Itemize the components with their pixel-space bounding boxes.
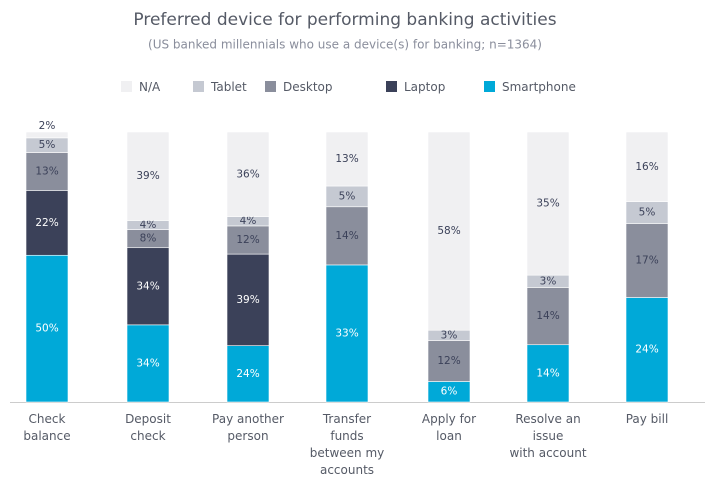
- bar-segment: [625, 223, 669, 298]
- data-label: 17%: [635, 254, 658, 266]
- x-tick-label: Pay another person: [212, 412, 284, 443]
- data-label: 39%: [236, 294, 259, 306]
- data-label: 5%: [639, 207, 656, 219]
- data-label: 36%: [236, 168, 259, 180]
- data-label: 34%: [136, 357, 159, 369]
- bar-segment: [226, 253, 270, 346]
- data-label: 12%: [437, 355, 460, 367]
- x-tick-label: Apply for loan: [421, 412, 477, 443]
- bar-segment: [526, 344, 570, 403]
- legend-swatch: [265, 81, 276, 92]
- bar-segment: [325, 264, 369, 403]
- data-label: 5%: [39, 139, 56, 151]
- x-tick-label: Transfer funds between my accounts: [309, 412, 385, 477]
- data-label: 2%: [39, 120, 56, 132]
- bar-segment: [126, 131, 170, 221]
- chart-subtitle: (US banked millennials who use a device(…: [148, 38, 542, 52]
- data-label: 16%: [635, 161, 658, 173]
- legend-label: Tablet: [210, 80, 247, 94]
- legend-swatch: [386, 81, 397, 92]
- data-label: 33%: [335, 327, 358, 339]
- bar-segment: [226, 225, 270, 255]
- x-tick-label: Deposit check: [125, 412, 171, 443]
- chart-title: Preferred device for performing banking …: [133, 10, 556, 30]
- data-label: 50%: [35, 323, 58, 335]
- legend-label: N/A: [139, 80, 161, 94]
- bar-segment: [526, 131, 570, 276]
- data-label: 58%: [437, 225, 460, 237]
- data-label: 14%: [335, 230, 358, 242]
- bar-segment: [25, 131, 69, 139]
- bar-segment: [325, 206, 369, 266]
- x-tick-label: Resolve an issue with account: [509, 412, 587, 460]
- data-label: 13%: [335, 153, 358, 165]
- x-tick-label: Pay bill: [625, 412, 669, 426]
- data-label: 14%: [536, 310, 559, 322]
- bar-segment: [325, 131, 369, 187]
- legend-label: Laptop: [404, 80, 445, 94]
- data-label: 34%: [136, 280, 159, 292]
- data-label: 3%: [540, 275, 557, 287]
- bar-segment: [25, 254, 69, 403]
- x-tick-label: Check balance: [23, 412, 71, 443]
- bar-segment: [126, 324, 170, 403]
- data-label: 39%: [136, 170, 159, 182]
- data-label: 12%: [236, 234, 259, 246]
- data-label: 14%: [536, 367, 559, 379]
- bar-segment: [625, 131, 669, 202]
- data-label: 13%: [35, 166, 58, 178]
- data-label: 3%: [441, 329, 458, 341]
- data-label: 5%: [339, 190, 356, 202]
- bar-segment: [126, 247, 170, 326]
- data-label: 22%: [35, 217, 58, 229]
- data-label: 6%: [441, 386, 458, 398]
- legend-swatch: [484, 81, 495, 92]
- bar-segment: [427, 340, 471, 382]
- bar-segment: [625, 297, 669, 403]
- bar-segment: [25, 190, 69, 256]
- legend-label: Desktop: [283, 80, 333, 94]
- data-label: 4%: [140, 219, 157, 231]
- data-label: 8%: [140, 233, 157, 245]
- data-label: 35%: [536, 198, 559, 210]
- legend-swatch: [193, 81, 204, 92]
- data-label: 24%: [635, 344, 658, 356]
- legend-label: Smartphone: [502, 80, 576, 94]
- bar-segment: [427, 131, 471, 331]
- bar-segment: [25, 152, 69, 191]
- bar-segment: [226, 131, 270, 217]
- legend-swatch: [121, 81, 132, 92]
- data-label: 4%: [240, 215, 257, 227]
- data-label: 24%: [236, 368, 259, 380]
